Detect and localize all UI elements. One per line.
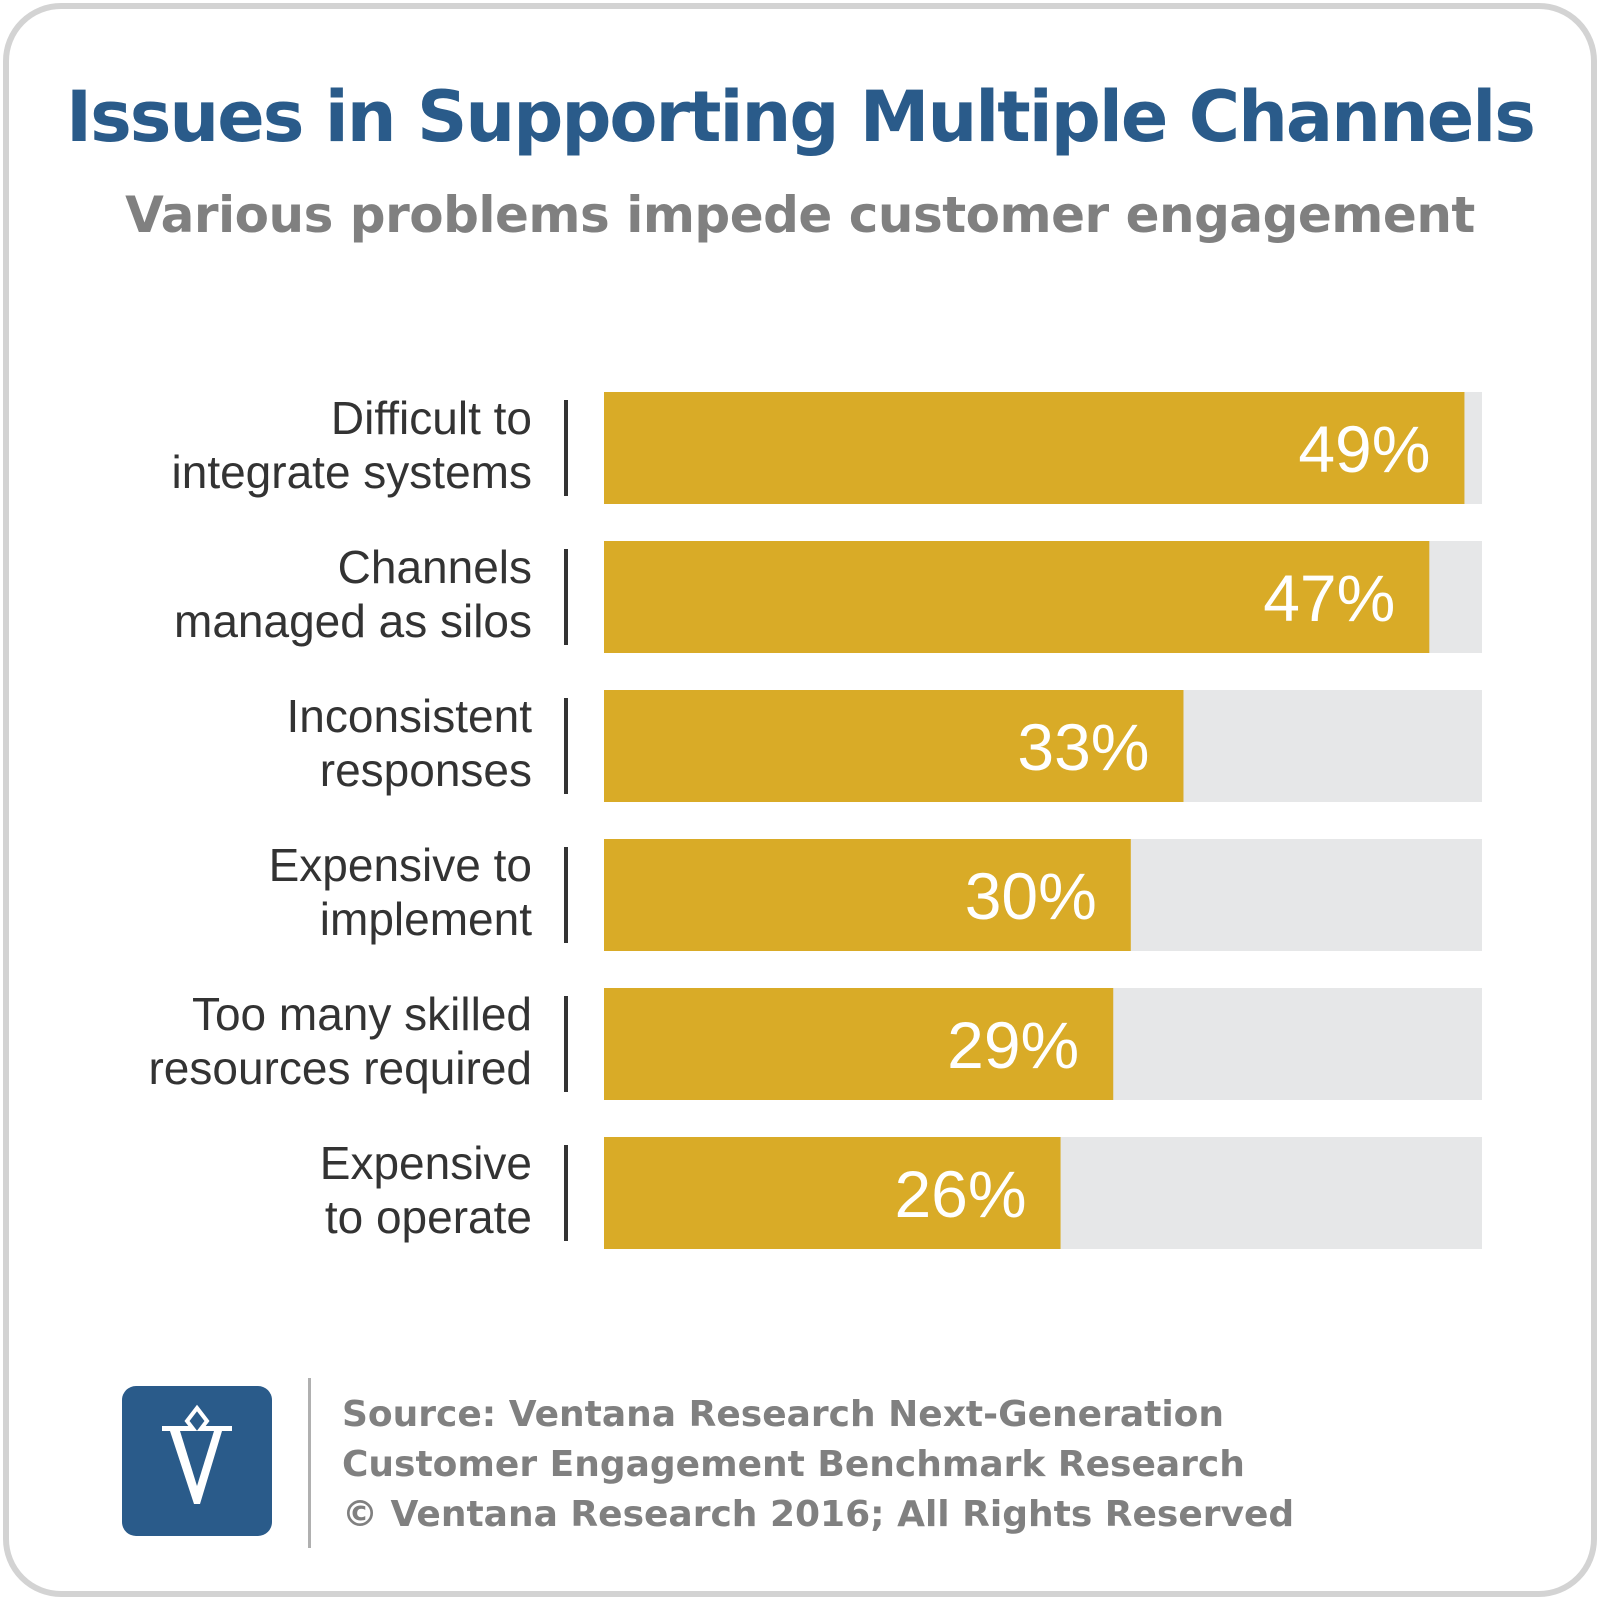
bar xyxy=(604,1137,1061,1249)
category-tick xyxy=(564,400,568,496)
source-line: Source: Ventana Research Next-Generation xyxy=(342,1394,1225,1435)
category-label: Channels xyxy=(338,541,532,593)
bar xyxy=(604,988,1114,1100)
bar xyxy=(604,541,1430,653)
copyright-line: © Ventana Research 2016; All Rights Rese… xyxy=(342,1494,1295,1535)
bar-value-label: 49% xyxy=(1298,412,1430,486)
bar-value-label: 26% xyxy=(894,1157,1026,1231)
category-tick xyxy=(564,1145,568,1241)
bar-value-label: 47% xyxy=(1263,561,1395,635)
category-label: resources required xyxy=(148,1042,532,1094)
category-tick xyxy=(564,996,568,1092)
bar xyxy=(604,839,1131,951)
category-label: responses xyxy=(320,744,532,796)
bar xyxy=(604,392,1465,504)
bar-value-label: 33% xyxy=(1017,710,1149,784)
category-label: integrate systems xyxy=(172,446,532,498)
chart-title: Issues in Supporting Multiple Channels xyxy=(66,76,1536,158)
category-label: Expensive to xyxy=(269,839,532,891)
category-tick xyxy=(564,847,568,943)
category-label: Inconsistent xyxy=(287,690,533,742)
category-label: to operate xyxy=(325,1191,532,1243)
bar-value-label: 30% xyxy=(965,859,1097,933)
footer-divider xyxy=(308,1378,311,1548)
category-label: implement xyxy=(320,893,532,945)
category-tick xyxy=(564,698,568,794)
ventana-v-logo-icon xyxy=(122,1386,272,1536)
category-label: managed as silos xyxy=(174,595,532,647)
category-tick xyxy=(564,549,568,645)
category-label: Expensive xyxy=(320,1137,532,1189)
category-label: Too many skilled xyxy=(192,988,532,1040)
source-line: Customer Engagement Benchmark Research xyxy=(342,1444,1245,1485)
category-label: Difficult to xyxy=(331,392,532,444)
chart-subtitle: Various problems impede customer engagem… xyxy=(125,186,1475,244)
bar xyxy=(604,690,1184,802)
bar-value-label: 29% xyxy=(947,1008,1079,1082)
source-note: Source: Ventana Research Next-Generation… xyxy=(342,1390,1542,1540)
